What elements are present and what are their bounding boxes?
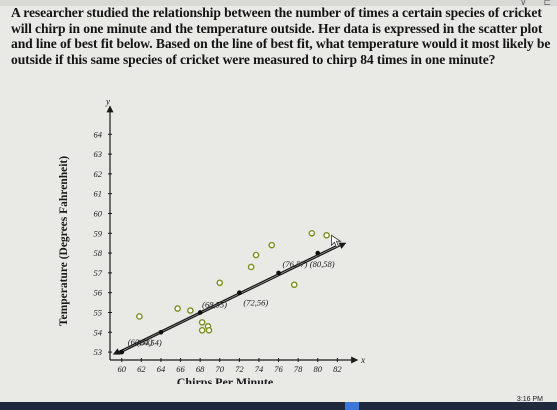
x-tick-label: 80: [314, 364, 323, 374]
scatter-point: [216, 279, 224, 287]
x-tick-label: 68: [196, 364, 205, 374]
y-tick-label: 54: [94, 327, 103, 337]
scatter-point: [290, 281, 298, 289]
window-controls[interactable]: ∨ ⊏: [506, 0, 551, 8]
clock: 3:16 PM: [516, 396, 543, 403]
taskbar: [0, 402, 557, 410]
scatter-point: [198, 326, 206, 334]
y-tick-label: 63: [94, 149, 103, 159]
question-text: A researcher studied the relationship be…: [11, 5, 551, 67]
scatter-point: [205, 326, 213, 334]
chevron-down-icon[interactable]: ∨: [519, 0, 527, 8]
x-axis-title: Chirps Per Minute: [177, 375, 274, 384]
x-tick-label: 64: [157, 364, 166, 374]
y-tick-label: 60: [94, 208, 103, 218]
browser-top-strip: ∨ ⊏: [0, 0, 557, 8]
y-tick-label: 62: [94, 169, 103, 179]
x-tick-label: 82: [333, 364, 342, 374]
y-tick-label: 64: [94, 129, 103, 139]
y-tick-label: 58: [94, 248, 103, 258]
scatter-point: [198, 319, 206, 326]
y-tick-label: 56: [94, 288, 103, 298]
line-point: [119, 349, 125, 355]
scatter-point: [247, 263, 255, 271]
active-app-indicator[interactable]: [345, 402, 359, 410]
x-tick-label: 72: [235, 364, 244, 374]
point-labels: (60,53)(64,54) (68,55) (72,56) (76,57) (80,5…: [128, 259, 335, 347]
x-tick-label: 70: [216, 364, 225, 374]
axis-ticks: 60 62 64 66 68 70 72 74 76 78 80 82 53 54 55 56 57 58 59 60…: [94, 129, 343, 374]
scatter-point: [136, 313, 143, 320]
point-label: (76,57): [283, 259, 308, 269]
x-tick-label: 76: [274, 364, 283, 374]
x-axis-letter: x: [360, 355, 365, 365]
scatter-point: [174, 305, 181, 312]
scatter-point: [323, 231, 330, 239]
line-point: [315, 250, 321, 256]
point-label: (68,55): [202, 299, 227, 309]
fit-line-left-arrow: [112, 244, 338, 355]
fit-line-right-arrow: [121, 242, 347, 353]
restore-window-icon[interactable]: ⊏: [543, 0, 551, 8]
point-label: (80,58): [310, 259, 335, 269]
y-axis-letter: y: [105, 96, 110, 106]
line-point: [237, 290, 242, 295]
x-tick-label: 62: [137, 364, 146, 374]
line-of-best-fit: [112, 242, 347, 355]
x-tick-label: 74: [255, 364, 264, 374]
line-point: [197, 310, 203, 315]
x-tick-label: 66: [176, 364, 185, 374]
point-label: (72,56): [243, 298, 268, 308]
y-axis-title: Temperature (Degrees Fahrenheit): [58, 156, 70, 326]
axes: xy: [105, 96, 365, 365]
y-tick-label: 59: [94, 228, 103, 238]
scatter-point: [252, 251, 260, 259]
line-point: [276, 270, 281, 276]
scatter-point: [308, 229, 316, 237]
y-tick-label: 53: [94, 347, 103, 357]
y-tick-label: 55: [94, 307, 103, 317]
mouse-cursor-icon: [331, 234, 342, 248]
scatter-plot: xy 60 62 64 66 68 70 72 74 76 78 80 825354555657585…: [58, 96, 365, 384]
scatter-point: [187, 307, 194, 314]
y-tick-label: 57: [94, 268, 103, 278]
scatter-point: [268, 241, 275, 249]
x-tick-label: 60: [118, 364, 127, 374]
y-tick-label: 61: [94, 189, 103, 199]
data-points: [119, 229, 342, 355]
x-tick-label: 78: [294, 364, 303, 374]
point-label: (60,53): [128, 337, 153, 347]
point-label: (64,54): [137, 337, 162, 347]
line-point: [158, 329, 164, 335]
